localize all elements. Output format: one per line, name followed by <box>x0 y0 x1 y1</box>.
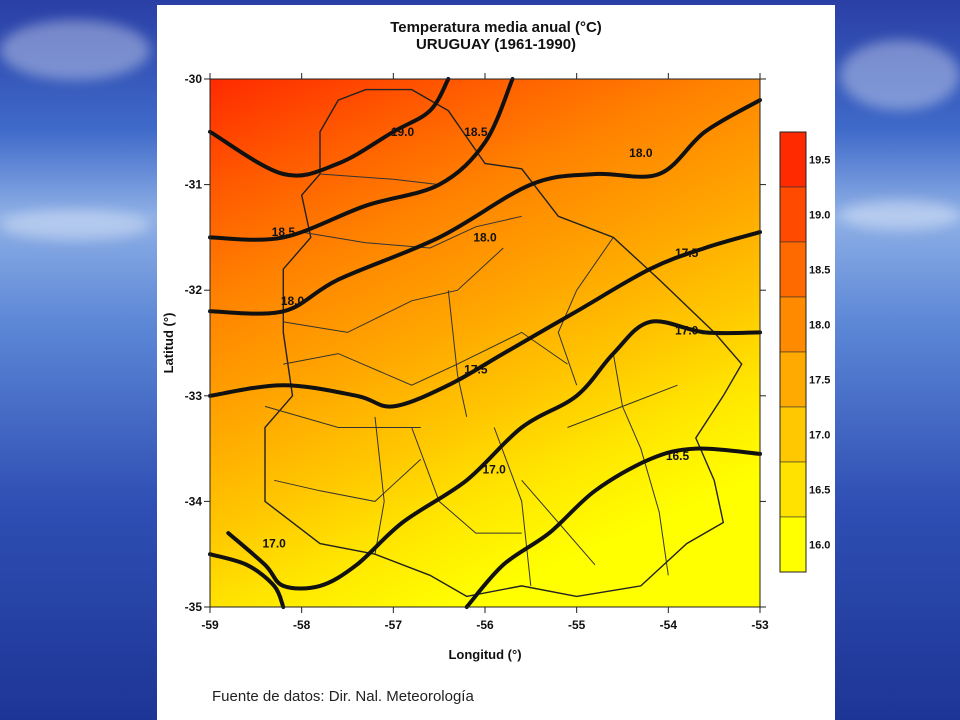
isotherm-line <box>208 230 762 409</box>
department-boundary <box>274 458 422 502</box>
chart-title: Temperatura media anual (°C) <box>390 19 602 36</box>
colorbar-label: 18.5 <box>809 265 830 277</box>
x-tick-label: -54 <box>660 618 678 632</box>
isotherm-line <box>464 446 762 609</box>
isotherm-line <box>208 98 762 316</box>
department-boundary <box>447 290 468 418</box>
isotherm-label: 18.0 <box>629 146 653 160</box>
department-boundary <box>612 353 669 576</box>
background-cloud <box>840 40 960 110</box>
colorbar-label: 17.0 <box>809 430 830 442</box>
x-axis-label: Longitud (°) <box>448 647 521 662</box>
department-boundary <box>301 215 522 249</box>
x-tick-label: -57 <box>385 618 403 632</box>
colorbar-label: 17.5 <box>809 375 830 387</box>
y-axis-label: Latitud (°) <box>161 313 176 374</box>
colorbar-label: 18.0 <box>809 320 830 332</box>
isotherm-label: 16.5 <box>666 449 690 463</box>
colorbar-swatch <box>779 131 807 188</box>
colorbar-label: 19.0 <box>809 210 830 222</box>
isotherm-line <box>226 319 762 591</box>
x-tick-label: -55 <box>568 618 586 632</box>
chart-subtitle: URUGUAY (1961-1990) <box>415 36 577 53</box>
isotherm-label: 18.5 <box>464 125 488 139</box>
y-tick-label: -34 <box>185 494 203 508</box>
isotherm-line <box>208 77 451 178</box>
isotherm-line <box>208 552 286 609</box>
colorbar: 19.5 19.0 18.5 18.0 17.5 17.0 16.5 16.0 <box>779 131 830 573</box>
colorbar-label: 16.0 <box>809 540 830 552</box>
colorbar-swatch <box>779 461 807 518</box>
department-boundary <box>264 405 421 428</box>
department-boundary <box>319 173 440 186</box>
y-tick-label: -33 <box>185 389 203 403</box>
data-source-note: Fuente de datos: Dir. Nal. Meteorología <box>212 688 474 705</box>
y-tick-label: -35 <box>185 600 203 614</box>
isotherm-label: 19.0 <box>391 125 415 139</box>
colorbar-swatch <box>779 406 807 463</box>
y-tick-label: -31 <box>185 178 203 192</box>
isotherm-label: 17.5 <box>464 362 488 376</box>
colorbar-label: 16.5 <box>809 485 830 497</box>
temperature-map: 19.0 18.5 18.5 18.0 18.0 18.0 17.5 17.5 17.0 17.0… <box>161 72 830 662</box>
axes: -59 -58 -57 -56 -55 -54 -53 -30 -31 -32 -33 -34 -35 L… <box>161 72 769 662</box>
isotherm-label: 18.0 <box>473 230 497 244</box>
x-tick-label: -53 <box>751 618 769 632</box>
colorbar-swatch <box>779 351 807 408</box>
figure-panel: 19.0 18.5 18.5 18.0 18.0 18.0 17.5 17.5 17.0 17.0… <box>157 5 835 720</box>
isotherm-label: 17.5 <box>675 246 699 260</box>
y-tick-label: -30 <box>185 72 203 86</box>
department-boundary <box>557 237 614 386</box>
colorbar-label: 19.5 <box>809 155 830 167</box>
isotherm-label: 17.0 <box>675 323 699 337</box>
department-boundary <box>567 384 678 428</box>
x-tick-label: -56 <box>476 618 494 632</box>
isotherm-label: 17.0 <box>482 463 506 477</box>
department-boundary <box>411 427 522 534</box>
x-tick-label: -58 <box>293 618 311 632</box>
isotherm-label: 18.5 <box>272 225 296 239</box>
x-tick-label: -59 <box>201 618 219 632</box>
department-boundary <box>493 427 532 586</box>
background-cloud <box>0 210 150 240</box>
plot-area: 19.0 18.5 18.5 18.0 18.0 18.0 17.5 17.5 17.0 17.0… <box>208 77 762 609</box>
y-tick-label: -32 <box>185 283 203 297</box>
colorbar-swatch <box>779 516 807 573</box>
colorbar-frame <box>779 131 807 573</box>
background-cloud <box>840 200 960 230</box>
isotherm-label: 18.0 <box>281 294 305 308</box>
colorbar-swatch <box>779 241 807 298</box>
department-boundary <box>283 247 504 333</box>
background-cloud <box>0 20 150 80</box>
isotherm-line <box>208 77 515 242</box>
department-boundary <box>374 416 385 555</box>
colorbar-swatch <box>779 296 807 353</box>
isotherm-label: 17.0 <box>262 537 286 551</box>
colorbar-swatch <box>779 186 807 243</box>
